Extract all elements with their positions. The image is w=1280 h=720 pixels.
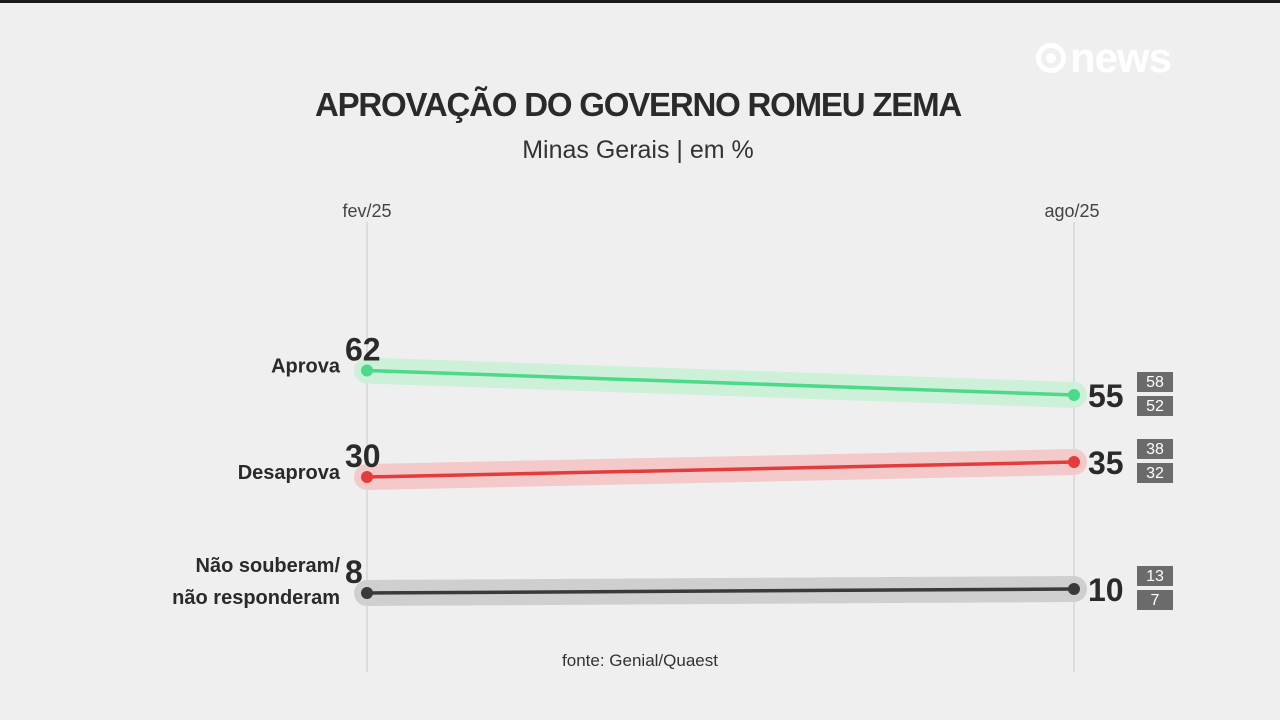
series-name-label: Aprova xyxy=(271,356,341,378)
margin-box xyxy=(1137,590,1173,610)
data-point xyxy=(1068,456,1080,468)
margin-box-label: 38 xyxy=(1146,441,1164,458)
period-label: ago/25 xyxy=(1044,201,1099,221)
start-value-label: 30 xyxy=(345,438,381,474)
start-value-label: 8 xyxy=(345,554,363,590)
start-value-label: 62 xyxy=(345,332,381,368)
series-name-label: Não souberam/ xyxy=(196,555,341,577)
source-note: fonte: Genial/Quaest xyxy=(562,651,718,670)
margin-box-label: 7 xyxy=(1151,592,1160,609)
margin-box xyxy=(1137,566,1173,586)
series-name-label: não responderam xyxy=(172,587,340,609)
margin-box-label: 13 xyxy=(1146,568,1164,585)
chart-subtitle: Minas Gerais | em % xyxy=(522,136,754,164)
end-value-label: 10 xyxy=(1088,572,1124,608)
end-value-label: 55 xyxy=(1088,378,1124,414)
margin-box xyxy=(1137,372,1173,392)
data-point xyxy=(1068,389,1080,401)
data-point xyxy=(361,587,373,599)
series-line xyxy=(366,368,1075,397)
data-point xyxy=(361,471,373,483)
margin-box-label: 32 xyxy=(1146,465,1164,482)
series-line xyxy=(366,460,1075,479)
data-point xyxy=(1068,583,1080,595)
chart-title: APROVAÇÃO DO GOVERNO ROMEU ZEMA xyxy=(314,86,962,123)
margin-box xyxy=(1137,439,1173,459)
globonews-logo: news xyxy=(1036,34,1172,82)
series-line xyxy=(366,587,1075,595)
globo-ring-icon xyxy=(1036,43,1066,73)
top-border xyxy=(0,0,1280,3)
data-point xyxy=(361,364,373,377)
margin-box-label: 58 xyxy=(1146,374,1164,391)
logo-wordmark: news xyxy=(1070,34,1172,81)
end-value-label: 35 xyxy=(1088,445,1124,481)
margin-box xyxy=(1137,396,1173,416)
period-label: fev/25 xyxy=(342,201,391,221)
margin-box-label: 52 xyxy=(1146,398,1164,415)
series-name-label: Desaprova xyxy=(238,462,341,484)
margin-box xyxy=(1137,463,1173,483)
